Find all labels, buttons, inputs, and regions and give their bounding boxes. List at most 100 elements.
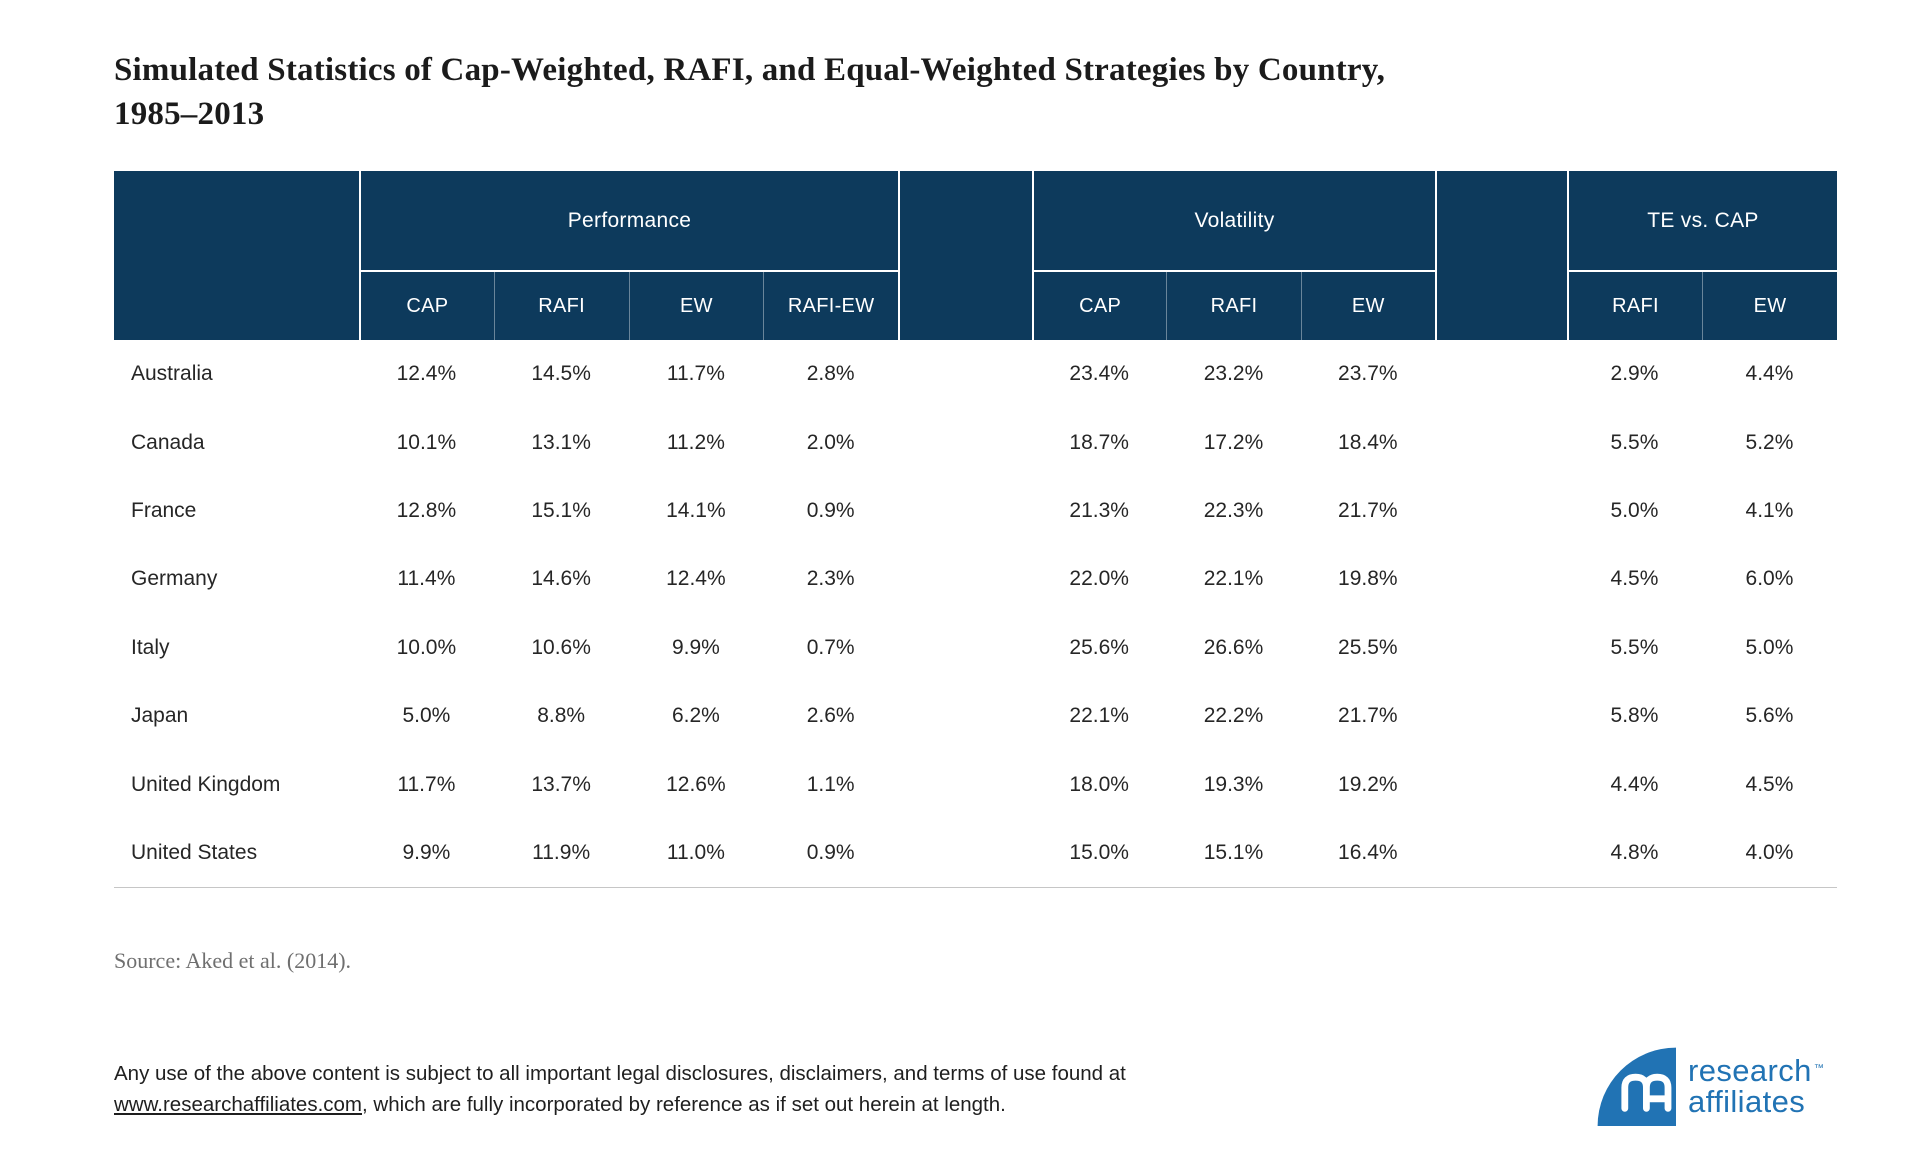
value-cell: 11.7%: [666, 362, 725, 386]
value-cell: 6.2%: [671, 704, 720, 728]
country-cell: United States: [131, 840, 258, 864]
value-cell: 8.8%: [537, 704, 586, 728]
table-row: Canada 10.1% 13.1% 11.2% 2.0% 18.7% 17.2…: [114, 408, 1837, 476]
value-cell: 4.5%: [1745, 772, 1794, 796]
country-cell: Italy: [131, 635, 170, 659]
value-cell: 16.4%: [1338, 840, 1398, 864]
col-header-te-ew: EW: [1701, 272, 1837, 340]
value-cell: 25.6%: [1069, 635, 1129, 659]
col-header-volatility-ew: EW: [1300, 272, 1435, 340]
country-cell: France: [131, 498, 197, 522]
col-header-performance-rafi-ew: RAFI-EW: [763, 272, 898, 340]
value-cell: 11.2%: [666, 430, 725, 454]
col-header-performance-rafi: RAFI: [493, 272, 629, 340]
corner-cell: [114, 171, 359, 272]
col-header-performance-ew: EW: [628, 272, 764, 340]
value-cell: 22.3%: [1203, 498, 1264, 522]
title-line-1: Simulated Statistics of Cap-Weighted, RA…: [114, 52, 1386, 88]
legal-line-1: Any use of the above content is subject …: [114, 1062, 1126, 1085]
value-cell: 2.3%: [806, 567, 855, 591]
value-cell: 22.2%: [1203, 704, 1264, 728]
table-row: France 12.8% 15.1% 14.1% 0.9% 21.3% 22.3…: [114, 477, 1837, 545]
value-cell: 12.6%: [666, 772, 726, 796]
table-group-header-row: Performance Volatility TE vs. CAP: [114, 171, 1837, 272]
value-cell: 13.7%: [531, 772, 591, 796]
value-cell: 2.8%: [806, 362, 855, 386]
logo-word-research: research: [1688, 1053, 1812, 1088]
country-cell: Canada: [131, 430, 205, 454]
value-cell: 22.1%: [1203, 567, 1264, 591]
value-cell: 9.9%: [402, 840, 451, 864]
table-row: United States 9.9% 11.9% 11.0% 0.9% 15.0…: [114, 819, 1837, 887]
value-cell: 10.6%: [531, 635, 591, 659]
research-affiliates-logo: research ™ affiliates: [1596, 1046, 1825, 1126]
title-line-2: 1985–2013: [114, 96, 265, 132]
corner-cell: [114, 272, 359, 340]
value-cell: 15.0%: [1069, 840, 1129, 864]
value-cell: 5.5%: [1610, 635, 1659, 659]
table-row: Germany 11.4% 14.6% 12.4% 2.3% 22.0% 22.…: [114, 545, 1837, 613]
value-cell: 9.9%: [671, 635, 720, 659]
spacer-cell: [898, 171, 1032, 272]
table-row: Italy 10.0% 10.6% 9.9% 0.7% 25.6% 26.6% …: [114, 614, 1837, 682]
col-header-te-rafi: RAFI: [1566, 272, 1702, 340]
col-header-volatility-cap: CAP: [1032, 272, 1166, 340]
value-cell: 11.0%: [666, 840, 725, 864]
value-cell: 15.1%: [1203, 840, 1264, 864]
logo-word-affiliates: affiliates: [1688, 1084, 1806, 1119]
value-cell: 2.0%: [806, 430, 855, 454]
table-body: Australia 12.4% 14.5% 11.7% 2.8% 23.4% 2…: [114, 340, 1837, 889]
value-cell: 2.9%: [1610, 362, 1659, 386]
value-cell: 4.4%: [1745, 362, 1794, 386]
value-cell: 14.6%: [531, 567, 591, 591]
value-cell: 11.9%: [532, 840, 591, 864]
value-cell: 18.7%: [1069, 430, 1129, 454]
value-cell: 0.7%: [806, 635, 855, 659]
value-cell: 5.6%: [1745, 704, 1794, 728]
value-cell: 15.1%: [531, 498, 591, 522]
value-cell: 18.0%: [1069, 772, 1129, 796]
group-header-te-vs-cap: TE vs. CAP: [1566, 171, 1837, 272]
value-cell: 13.1%: [531, 430, 591, 454]
value-cell: 26.6%: [1203, 635, 1264, 659]
col-header-volatility-rafi: RAFI: [1166, 272, 1300, 340]
value-cell: 12.4%: [666, 567, 726, 591]
ra-monogram-icon: [1597, 1047, 1676, 1126]
value-cell: 23.4%: [1069, 362, 1129, 386]
value-cell: 4.5%: [1610, 567, 1659, 591]
value-cell: 2.6%: [806, 704, 855, 728]
value-cell: 23.2%: [1203, 362, 1264, 386]
value-cell: 18.4%: [1338, 430, 1398, 454]
spacer-cell: [1434, 171, 1567, 272]
trademark-symbol: ™: [1813, 1063, 1825, 1074]
country-cell: Japan: [131, 704, 189, 728]
legal-line-2: , which are fully incorporated by refere…: [362, 1093, 1006, 1116]
research-affiliates-link[interactable]: www.researchaffiliates.com: [114, 1093, 362, 1116]
value-cell: 4.0%: [1745, 840, 1794, 864]
source-note: Source: Aked et al. (2014).: [114, 948, 352, 973]
value-cell: 5.0%: [1745, 635, 1794, 659]
value-cell: 5.5%: [1610, 430, 1659, 454]
col-header-performance-cap: CAP: [359, 272, 494, 340]
legal-disclaimer: Any use of the above content is subject …: [114, 1058, 1304, 1120]
value-cell: 6.0%: [1745, 567, 1794, 591]
value-cell: 17.2%: [1203, 430, 1264, 454]
value-cell: 4.4%: [1610, 772, 1659, 796]
table-row: Australia 12.4% 14.5% 11.7% 2.8% 23.4% 2…: [114, 340, 1837, 408]
value-cell: 10.0%: [396, 635, 457, 659]
statistics-table: Performance Volatility TE vs. CAP CAP RA…: [114, 171, 1837, 889]
value-cell: 4.8%: [1610, 840, 1659, 864]
value-cell: 23.7%: [1338, 362, 1398, 386]
group-header-performance: Performance: [359, 171, 898, 272]
value-cell: 5.2%: [1745, 430, 1794, 454]
value-cell: 14.1%: [666, 498, 726, 522]
value-cell: 5.8%: [1610, 704, 1659, 728]
value-cell: 5.0%: [1610, 498, 1659, 522]
country-cell: Germany: [131, 567, 218, 591]
value-cell: 19.3%: [1203, 772, 1264, 796]
value-cell: 22.1%: [1069, 704, 1129, 728]
value-cell: 12.4%: [396, 362, 457, 386]
country-cell: Australia: [131, 362, 213, 386]
value-cell: 19.2%: [1338, 772, 1398, 796]
